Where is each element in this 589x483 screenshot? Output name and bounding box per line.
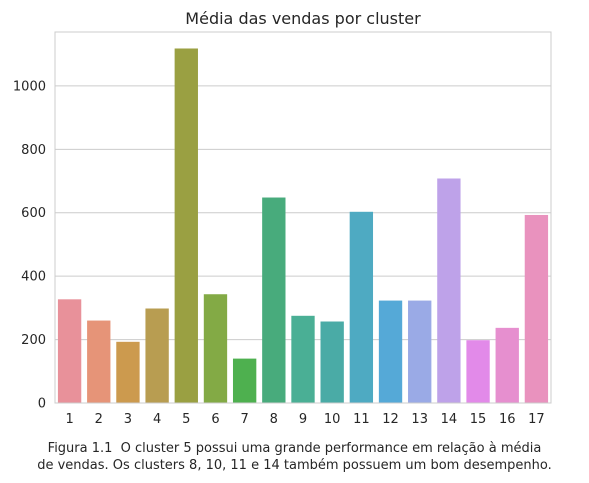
bar-cluster-17: [524, 214, 549, 403]
y-tick-label: 800: [21, 143, 46, 158]
y-tick-label: 0: [38, 397, 46, 412]
bar-cluster-11: [349, 211, 374, 403]
x-tick-label: 4: [153, 412, 161, 427]
plot-frame: [54, 31, 552, 404]
figure-caption: Figura 1.1 O cluster 5 possui uma grande…: [0, 440, 589, 474]
bar-cluster-16: [495, 327, 519, 403]
bar-cluster-6: [203, 294, 228, 403]
x-tick-label: 16: [499, 412, 516, 427]
y-tick-labels: 0 200 400 600 800 1000: [13, 79, 46, 411]
x-tick-label: 7: [241, 412, 249, 427]
x-tick-label: 2: [95, 412, 103, 427]
bar-cluster-13: [408, 300, 432, 403]
x-tick-label: 6: [211, 412, 219, 427]
x-tick-label: 12: [382, 412, 399, 427]
bar-cluster-5: [174, 48, 198, 403]
bar-cluster-9: [291, 315, 315, 403]
x-tick-label: 11: [353, 412, 370, 427]
bars: [57, 48, 549, 403]
bar-cluster-10: [320, 321, 344, 403]
caption-line-1: Figura 1.1 O cluster 5 possui uma grande…: [47, 441, 542, 456]
bar-cluster-4: [145, 308, 169, 403]
bar-cluster-14: [437, 178, 461, 403]
x-tick-label: 14: [441, 412, 458, 427]
bar-cluster-3: [116, 341, 140, 403]
x-tick-label: 8: [270, 412, 278, 427]
x-tick-label: 17: [528, 412, 545, 427]
y-tick-label: 200: [21, 333, 46, 348]
bar-cluster-1: [57, 299, 82, 403]
x-tick-label: 13: [411, 412, 428, 427]
x-tick-label: 5: [182, 412, 190, 427]
chart-title: Média das vendas por cluster: [185, 9, 421, 28]
bar-chart: Média das vendas por cluster 0 200 400 600 8…: [13, 9, 552, 427]
bar-cluster-8: [262, 197, 286, 403]
x-tick-labels: 1 2 3 4 5 6 7 8 9 10 11 12 13 14 15 16 17: [65, 412, 544, 427]
bar-cluster-2: [87, 320, 111, 403]
x-tick-label: 9: [299, 412, 307, 427]
y-tick-label: 600: [21, 206, 46, 221]
bar-cluster-7: [232, 358, 257, 403]
caption-line-2: de vendas. Os clusters 8, 10, 11 e 14 ta…: [37, 458, 552, 473]
bar-cluster-12: [378, 300, 403, 403]
x-tick-label: 10: [324, 412, 341, 427]
x-tick-label: 3: [124, 412, 132, 427]
y-tick-label: 1000: [13, 79, 46, 94]
y-tick-label: 400: [21, 270, 46, 285]
bar-cluster-15: [466, 340, 490, 403]
x-tick-label: 15: [470, 412, 487, 427]
x-tick-label: 1: [65, 412, 73, 427]
